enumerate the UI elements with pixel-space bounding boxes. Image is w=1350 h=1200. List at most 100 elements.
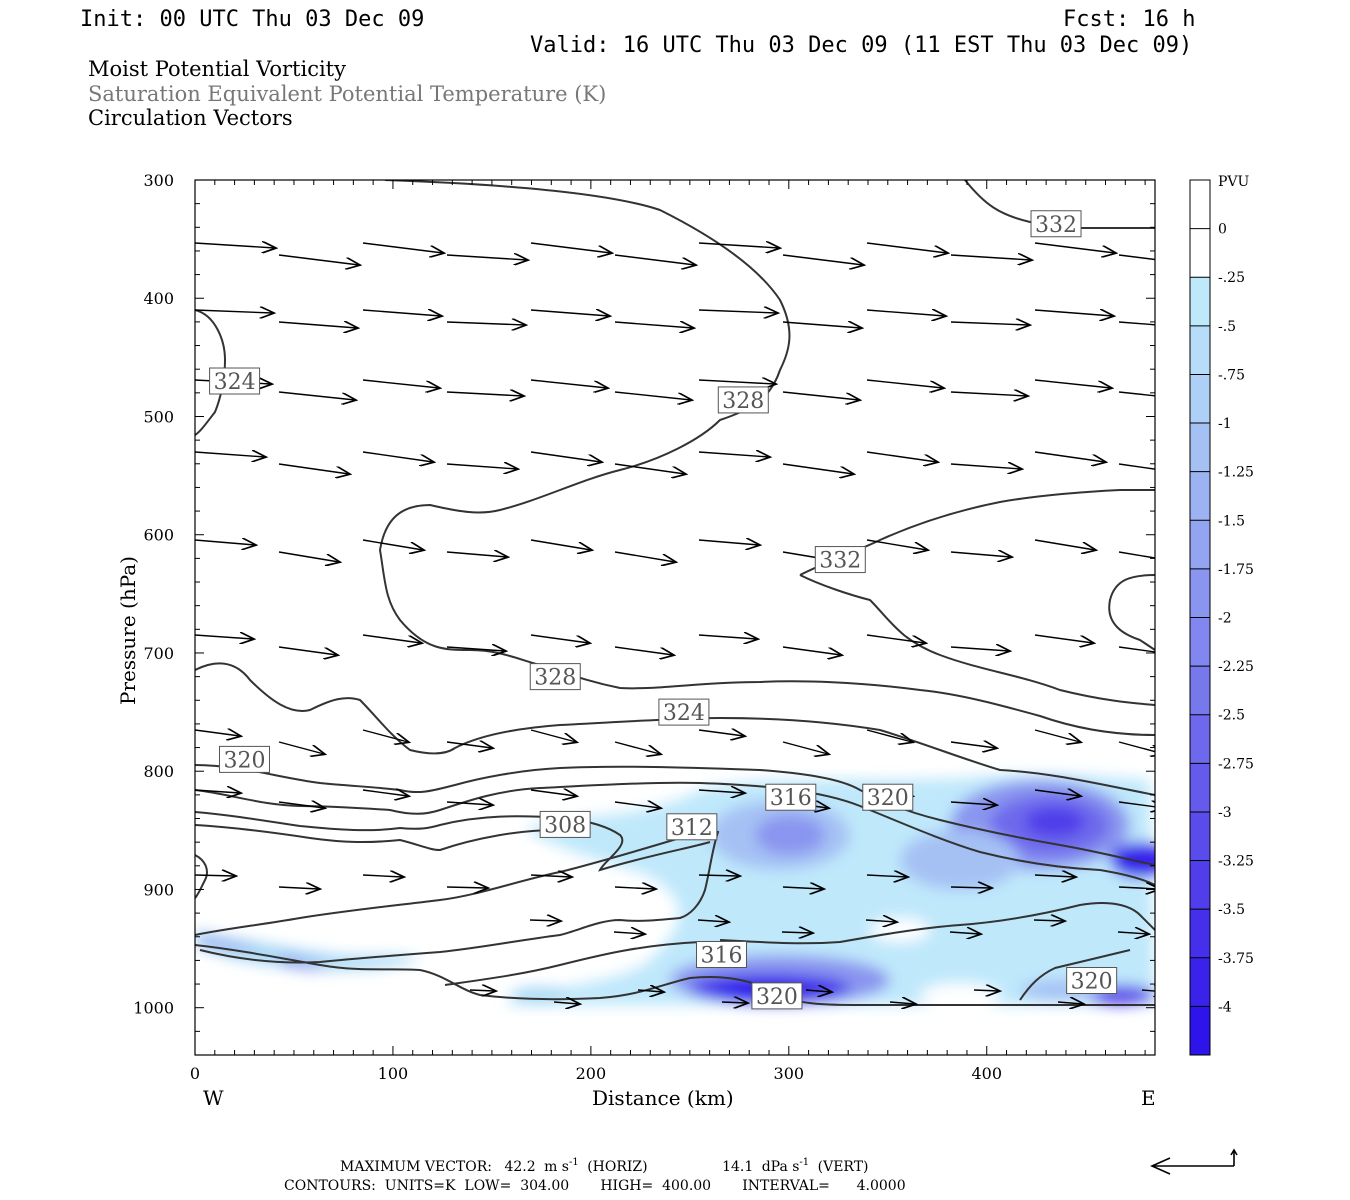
- circulation-vector: [637, 990, 663, 992]
- circulation-vector: [1034, 790, 1080, 796]
- contour-308: [195, 824, 556, 852]
- contour-label: 316: [765, 783, 817, 811]
- colorbar-swatch: [1190, 277, 1210, 327]
- circulation-vector: [950, 887, 991, 888]
- x-tick-label: 0: [190, 1064, 200, 1083]
- circulation-vector: [614, 646, 673, 655]
- circulation-vector: [721, 1002, 747, 1003]
- circulation-vector: [782, 463, 853, 474]
- contour-label: 308: [539, 810, 591, 838]
- colorbar-level-label: -3.75: [1218, 951, 1254, 967]
- colorbar-level-label: -2: [1218, 611, 1232, 627]
- circulation-vector: [866, 310, 945, 316]
- y-tick-label: 900: [143, 880, 174, 899]
- colorbar-level-label: -3.25: [1218, 854, 1254, 870]
- contour-332-low: [799, 574, 1155, 706]
- colorbar-level-label: -1: [1218, 416, 1232, 432]
- circulation-vector: [614, 741, 660, 754]
- circulation-vector: [698, 790, 744, 793]
- circulation-vector: [1034, 634, 1093, 643]
- field-label-theta-es: Saturation Equivalent Potential Temperat…: [88, 82, 606, 106]
- circulation-vector: [278, 551, 339, 562]
- contour-324: [195, 662, 1155, 796]
- circulation-vector: [614, 254, 695, 265]
- circulation-vector: [866, 379, 943, 388]
- circulation-vector: [446, 392, 523, 396]
- frame-ticks: [194, 179, 1155, 1056]
- circulation-vector: [782, 741, 828, 754]
- svg-text:328: 328: [722, 389, 764, 414]
- y-tick-label: 400: [143, 289, 174, 308]
- circulation-vector: [950, 322, 1029, 325]
- circulation-vector: [973, 990, 999, 991]
- circulation-vector: [446, 552, 507, 557]
- svg-text:328: 328: [534, 666, 576, 691]
- circulation-vector: [1118, 321, 1155, 326]
- colorbar-swatch: [1190, 423, 1210, 473]
- colorbar-swatch: [1190, 1006, 1210, 1056]
- colorbar-level-label: -.75: [1218, 367, 1245, 383]
- contour-labels: 332 324 328 332 328 324 320 316 320 308 312 316 320 3…: [209, 210, 1118, 1010]
- circulation-vector: [1034, 451, 1105, 462]
- circulation-vector: [698, 243, 779, 248]
- circulation-vector: [866, 539, 927, 550]
- circulation-vector: [278, 254, 359, 265]
- circulation-vector: [865, 920, 896, 922]
- circulation-vector: [1118, 551, 1155, 559]
- circulation-vector: [698, 310, 777, 313]
- colorbar-swatch: [1190, 228, 1210, 278]
- contour-label: 316: [696, 940, 748, 968]
- contour-left-lower: [195, 854, 208, 899]
- circulation-vector: [950, 255, 1031, 260]
- circulation-vector: [195, 540, 255, 545]
- circulation-vector: [530, 875, 571, 877]
- contour-label: 320: [218, 745, 270, 773]
- circulation-vector: [614, 551, 675, 562]
- circulation-vector: [1034, 729, 1080, 742]
- circulation-vector: [866, 634, 925, 643]
- colorbar-swatch: [1190, 860, 1210, 910]
- plot-frame: [194, 179, 1156, 1056]
- circulation-vector: [362, 790, 408, 796]
- colorbar-swatch: [1190, 568, 1210, 618]
- circulation-vector: [1118, 463, 1155, 470]
- circulation-vector: [614, 802, 660, 808]
- contour-316-lower: [719, 902, 1155, 945]
- circulation-vector: [866, 729, 912, 742]
- theta-es-contours: [195, 180, 1155, 1007]
- y-tick-label: 500: [143, 407, 174, 426]
- colorbar-level-label: -1.5: [1218, 513, 1245, 529]
- svg-text:316: 316: [770, 786, 812, 811]
- circulation-vector: [1118, 254, 1155, 261]
- field-label-vectors: Circulation Vectors: [88, 106, 293, 130]
- circulation-vector: [530, 310, 609, 316]
- colorbar-swatch: [1190, 617, 1210, 667]
- circulation-vector: [530, 634, 589, 643]
- circulation-vector: [362, 451, 433, 462]
- circulation-vector: [697, 920, 728, 922]
- circulation-vector: [278, 322, 357, 328]
- circulation-vector: [782, 391, 859, 400]
- reference-vector-icon: [1150, 1148, 1238, 1175]
- circulation-vector: [530, 539, 591, 550]
- circulation-vector: [278, 463, 349, 474]
- x-tick-label: 400: [971, 1064, 1002, 1083]
- contour-label: 320: [751, 982, 803, 1010]
- y-tick-label: 700: [143, 644, 174, 663]
- svg-text:312: 312: [671, 816, 713, 841]
- y-tick-label: 800: [143, 762, 174, 781]
- circulation-vector: [950, 742, 996, 748]
- circulation-vector: [866, 242, 947, 253]
- circulation-vector: [362, 875, 403, 877]
- circulation-vector: [1118, 646, 1155, 653]
- circulation-vector: [782, 322, 861, 328]
- circulation-vector: [1057, 1002, 1083, 1004]
- colorbar-swatch: [1190, 714, 1210, 764]
- circulation-vector: [950, 392, 1027, 396]
- circulation-vector: [950, 802, 996, 805]
- colorbar-level-label: -.5: [1218, 319, 1236, 335]
- circulation-vector: [614, 391, 691, 400]
- circulation-vector: [698, 875, 739, 876]
- colorbar-level-label: -2.5: [1218, 708, 1245, 724]
